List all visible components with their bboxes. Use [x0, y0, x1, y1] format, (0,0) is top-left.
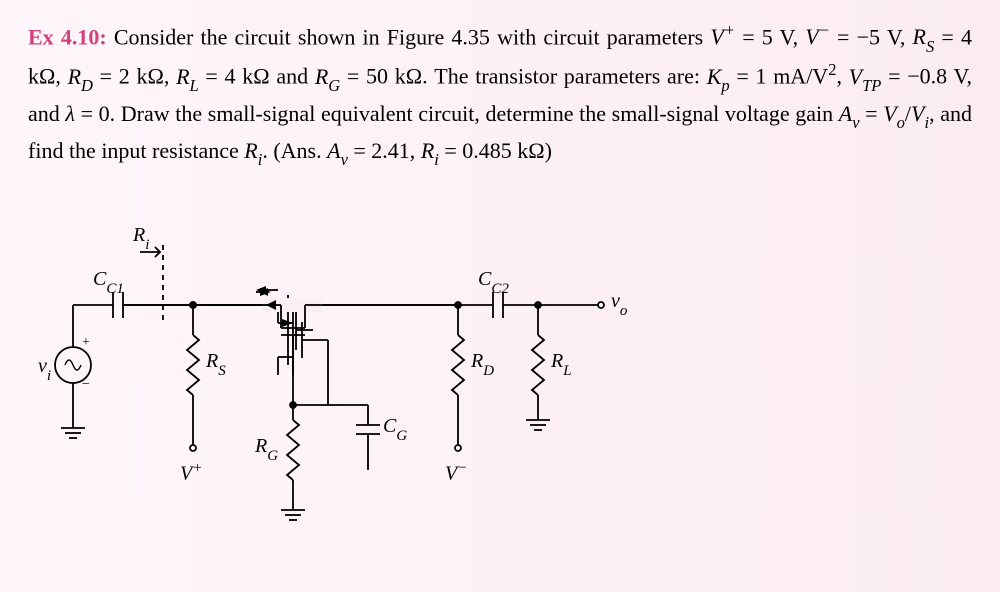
eq13: = 2.41, [348, 138, 421, 163]
label-rd: RD [471, 350, 494, 377]
problem-text: Ex 4.10: Consider the circuit shown in F… [28, 18, 972, 170]
circuit-diagram: Ri CC1 CC2 vi + − vo RS RD RL RG CG V+ V… [38, 210, 658, 550]
label-ri: Ri [133, 224, 149, 251]
av: Av [839, 101, 860, 126]
circuit-svg [38, 210, 658, 550]
label-cc1: CC1 [93, 268, 124, 295]
eq2: = −5 V, [830, 24, 913, 49]
eq4: = 2 kΩ, [93, 64, 176, 89]
text-intro: Consider the circuit shown in Figure 4.3… [107, 24, 711, 49]
label-vplus: V+ [180, 460, 202, 486]
label-rs: RS [206, 350, 226, 377]
label-rl: RL [551, 350, 572, 377]
vo: Vo [883, 101, 905, 126]
vplus: V+ [710, 24, 735, 49]
kp: Kp [707, 64, 730, 89]
vminus: V− [805, 24, 830, 49]
eq7b: , [836, 64, 848, 89]
vtp: VTP [849, 64, 882, 89]
label-vo: vo [611, 290, 627, 317]
label-minus: − [82, 377, 90, 393]
eq10: = [860, 101, 884, 126]
label-rg: RG [255, 435, 278, 462]
eq5: = 4 kΩ and [199, 64, 315, 89]
label-vminus: V− [445, 460, 467, 486]
eq6: = 50 kΩ. The transistor parameters are: [340, 64, 707, 89]
eq14: = 0.485 kΩ) [439, 138, 552, 163]
ri2: Ri [421, 138, 439, 163]
eq12: . (Ans. [262, 138, 327, 163]
rg: RG [315, 64, 340, 89]
example-label: Ex 4.10: [28, 24, 107, 49]
label-cc2: CC2 [478, 268, 509, 295]
ri: Ri [244, 138, 262, 163]
eq7: = 1 mA/V [730, 64, 829, 89]
av2: Av [327, 138, 348, 163]
rl: RL [176, 64, 199, 89]
label-cg: CG [383, 415, 407, 442]
eq1: = 5 V, [735, 24, 805, 49]
label-vi: vi [38, 355, 51, 382]
vi: Vi [911, 101, 929, 126]
label-plus: + [82, 335, 90, 351]
rd: RD [68, 64, 93, 89]
rs: RS [913, 24, 935, 49]
lambda: λ [65, 101, 75, 126]
eq9: = 0. Draw the small-signal equivalent ci… [75, 101, 839, 126]
